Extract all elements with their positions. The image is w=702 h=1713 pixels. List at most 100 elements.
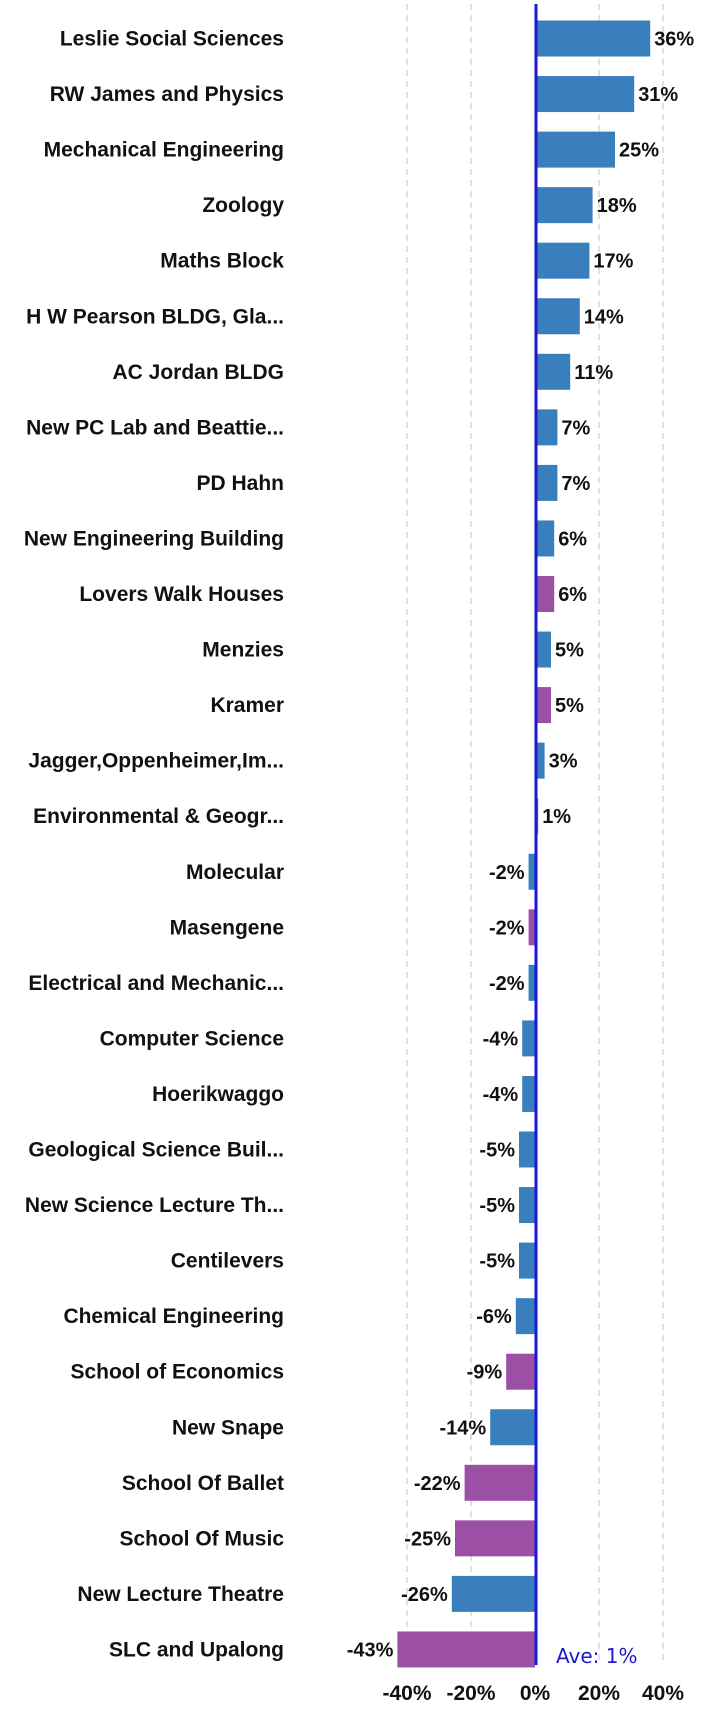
- bar: [464, 1464, 535, 1501]
- bar: [522, 1075, 535, 1112]
- value-label: -4%: [483, 1084, 519, 1106]
- category-label: Mechanical Engineering: [44, 139, 284, 162]
- category-label: Environmental & Geogr...: [33, 805, 284, 828]
- value-label: -2%: [489, 862, 525, 884]
- value-label: -2%: [489, 973, 525, 995]
- category-label: PD Hahn: [196, 472, 284, 495]
- x-tick-label: -40%: [382, 1682, 431, 1705]
- value-label: 3%: [549, 751, 578, 773]
- value-labels: 36% 31% 25% 18% 17% 14% 11% 7% 7% 6% 6% 5% 5% 3% 1% -2%…: [347, 29, 695, 1662]
- category-label: Molecular: [186, 861, 284, 884]
- bars: [397, 20, 651, 1668]
- bar: [535, 520, 555, 557]
- bar: [535, 742, 545, 779]
- bar: [397, 1631, 535, 1668]
- bar: [535, 131, 615, 168]
- value-label: -22%: [414, 1473, 461, 1495]
- category-label: New Engineering Building: [24, 527, 284, 550]
- category-label: Hoerikwaggo: [152, 1083, 284, 1106]
- value-label: 11%: [574, 362, 613, 384]
- category-label: New Lecture Theatre: [77, 1583, 284, 1606]
- category-label: Menzies: [202, 639, 284, 662]
- category-label: Computer Science: [100, 1027, 284, 1050]
- category-label: School Of Music: [119, 1527, 284, 1550]
- bar: [528, 909, 535, 946]
- bar: [535, 687, 551, 724]
- bar: [535, 409, 558, 446]
- category-label: Kramer: [210, 694, 284, 717]
- value-label: 5%: [555, 695, 584, 717]
- value-label: 36%: [654, 29, 694, 51]
- category-labels: Leslie Social Sciences RW James and Physi…: [24, 28, 285, 1662]
- bar: [535, 187, 593, 224]
- value-label: 7%: [561, 473, 590, 495]
- category-label: Geological Science Buil...: [28, 1139, 284, 1162]
- bar: [535, 242, 590, 279]
- value-label: -4%: [483, 1028, 519, 1050]
- value-label: 17%: [593, 251, 633, 273]
- bar: [535, 298, 580, 335]
- value-label: 14%: [584, 306, 624, 328]
- x-tick-label: 0%: [520, 1682, 551, 1705]
- value-label: 31%: [638, 84, 678, 106]
- x-tick-label: 40%: [642, 1682, 684, 1705]
- value-label: 18%: [597, 195, 637, 217]
- bar: [535, 631, 551, 668]
- bar: [535, 76, 635, 113]
- value-label: -6%: [476, 1306, 512, 1328]
- value-label: 6%: [558, 584, 587, 606]
- category-label: AC Jordan BLDG: [112, 361, 284, 384]
- bar: [535, 20, 651, 57]
- category-label: School of Economics: [70, 1361, 284, 1384]
- bar: [519, 1242, 535, 1279]
- average-label: Ave: 1%: [556, 1644, 637, 1668]
- category-label: Lovers Walk Houses: [79, 583, 284, 606]
- value-label: 1%: [542, 806, 571, 828]
- value-label: -5%: [479, 1251, 515, 1273]
- category-label: Maths Block: [160, 250, 284, 273]
- x-tick-label: -20%: [446, 1682, 495, 1705]
- category-label: New Science Lecture Th...: [25, 1194, 284, 1217]
- bar: [528, 964, 535, 1001]
- category-label: Centilevers: [171, 1250, 284, 1273]
- value-label: -5%: [479, 1195, 515, 1217]
- category-label: RW James and Physics: [50, 83, 284, 106]
- bar: [515, 1298, 535, 1335]
- value-label: -9%: [467, 1362, 503, 1384]
- value-label: -43%: [347, 1639, 394, 1661]
- category-label: Zoology: [202, 194, 284, 217]
- x-axis-ticks: -40% -20% 0% 20% 40%: [382, 1682, 684, 1705]
- value-label: 25%: [619, 140, 659, 162]
- category-label: SLC and Upalong: [109, 1638, 284, 1661]
- bar: [535, 576, 555, 612]
- grid-lines: [406, 4, 664, 1665]
- x-tick-label: 20%: [578, 1682, 620, 1705]
- category-label: New Snape: [172, 1416, 284, 1439]
- average-marker: Ave: 1%: [534, 4, 637, 1668]
- bar: [519, 1131, 535, 1168]
- bar: [451, 1575, 535, 1612]
- value-label: 7%: [561, 417, 590, 439]
- bar: [535, 353, 571, 390]
- value-label: 5%: [555, 640, 584, 662]
- bar: [490, 1409, 535, 1446]
- value-label: 6%: [558, 528, 587, 550]
- category-label: Masengene: [170, 916, 284, 939]
- bar: [535, 464, 558, 501]
- category-label: Leslie Social Sciences: [60, 28, 284, 51]
- bar: [522, 1020, 535, 1057]
- value-label: -25%: [404, 1528, 451, 1550]
- category-label: New PC Lab and Beattie...: [26, 416, 284, 439]
- value-label: -26%: [401, 1584, 448, 1606]
- category-label: School Of Ballet: [122, 1472, 284, 1495]
- bar: [519, 1187, 535, 1224]
- category-label: Electrical and Mechanic...: [28, 972, 284, 995]
- category-label: Chemical Engineering: [63, 1305, 284, 1328]
- value-label: -5%: [479, 1140, 515, 1162]
- bar: [506, 1353, 535, 1390]
- category-label: H W Pearson BLDG, Gla...: [26, 305, 284, 328]
- bar: [528, 853, 535, 890]
- value-label: -2%: [489, 917, 525, 939]
- value-label: -14%: [439, 1417, 486, 1439]
